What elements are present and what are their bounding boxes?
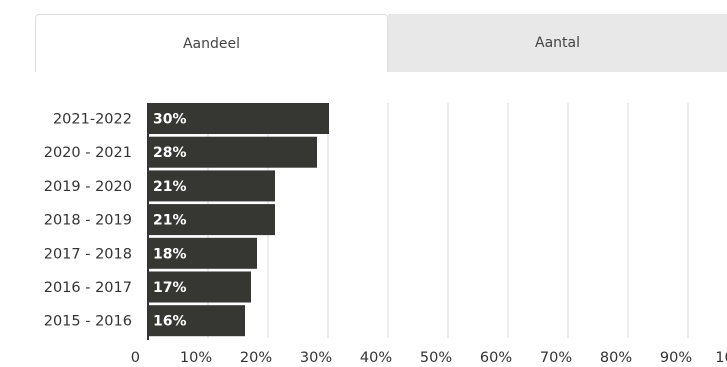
- x-tick-label: 60%: [480, 350, 512, 366]
- x-tick-label: 70%: [540, 350, 572, 366]
- data-label: 21%: [153, 213, 187, 229]
- category-label: 2018 - 2019: [44, 213, 132, 229]
- category-label: 2020 - 2021: [44, 145, 132, 161]
- data-label: 21%: [153, 179, 187, 195]
- category-label: 2015 - 2016: [44, 314, 132, 330]
- x-tick-label: 20%: [240, 350, 272, 366]
- category-label: 2021-2022: [53, 112, 132, 128]
- bar: [149, 237, 257, 269]
- x-tick-label: 30%: [300, 350, 332, 366]
- x-tick-label: 0: [131, 350, 140, 366]
- data-label: 30%: [153, 112, 187, 128]
- bar: [149, 170, 275, 202]
- data-label: 18%: [153, 246, 187, 262]
- x-tick-label: 90%: [660, 350, 692, 366]
- bar: [149, 271, 251, 303]
- category-label: 2017 - 2018: [44, 246, 132, 262]
- data-label: 28%: [153, 145, 187, 161]
- x-tick-label: 40%: [360, 350, 392, 366]
- bar: [149, 204, 275, 236]
- data-label: 17%: [153, 280, 187, 296]
- data-label: 16%: [153, 314, 187, 330]
- x-tick-label: 50%: [420, 350, 452, 366]
- category-label: 2019 - 2020: [44, 179, 132, 195]
- x-tick-label: 80%: [600, 350, 632, 366]
- x-tick-label: 100%: [715, 350, 727, 366]
- x-tick-label: 10%: [180, 350, 212, 366]
- bar: [149, 103, 329, 134]
- bar: [149, 305, 245, 337]
- bar: [149, 136, 317, 168]
- category-label: 2016 - 2017: [44, 280, 132, 296]
